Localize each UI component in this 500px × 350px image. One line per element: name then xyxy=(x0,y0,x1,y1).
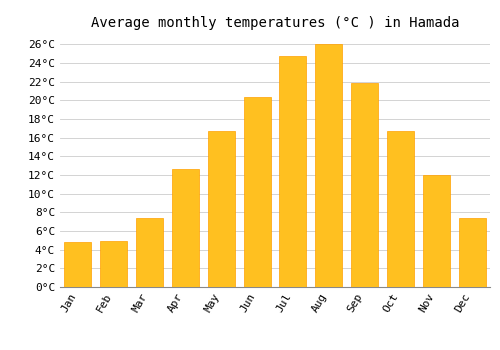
Bar xyxy=(351,83,378,287)
Bar xyxy=(100,241,127,287)
Bar xyxy=(172,169,199,287)
Title: Average monthly temperatures (°C ) in Hamada: Average monthly temperatures (°C ) in Ha… xyxy=(91,16,459,30)
Bar xyxy=(208,131,234,287)
Bar xyxy=(280,56,306,287)
Bar xyxy=(244,97,270,287)
Bar xyxy=(316,44,342,287)
Bar xyxy=(423,175,450,287)
Bar xyxy=(64,242,92,287)
Bar xyxy=(458,218,485,287)
Bar xyxy=(136,218,163,287)
Bar xyxy=(387,131,414,287)
